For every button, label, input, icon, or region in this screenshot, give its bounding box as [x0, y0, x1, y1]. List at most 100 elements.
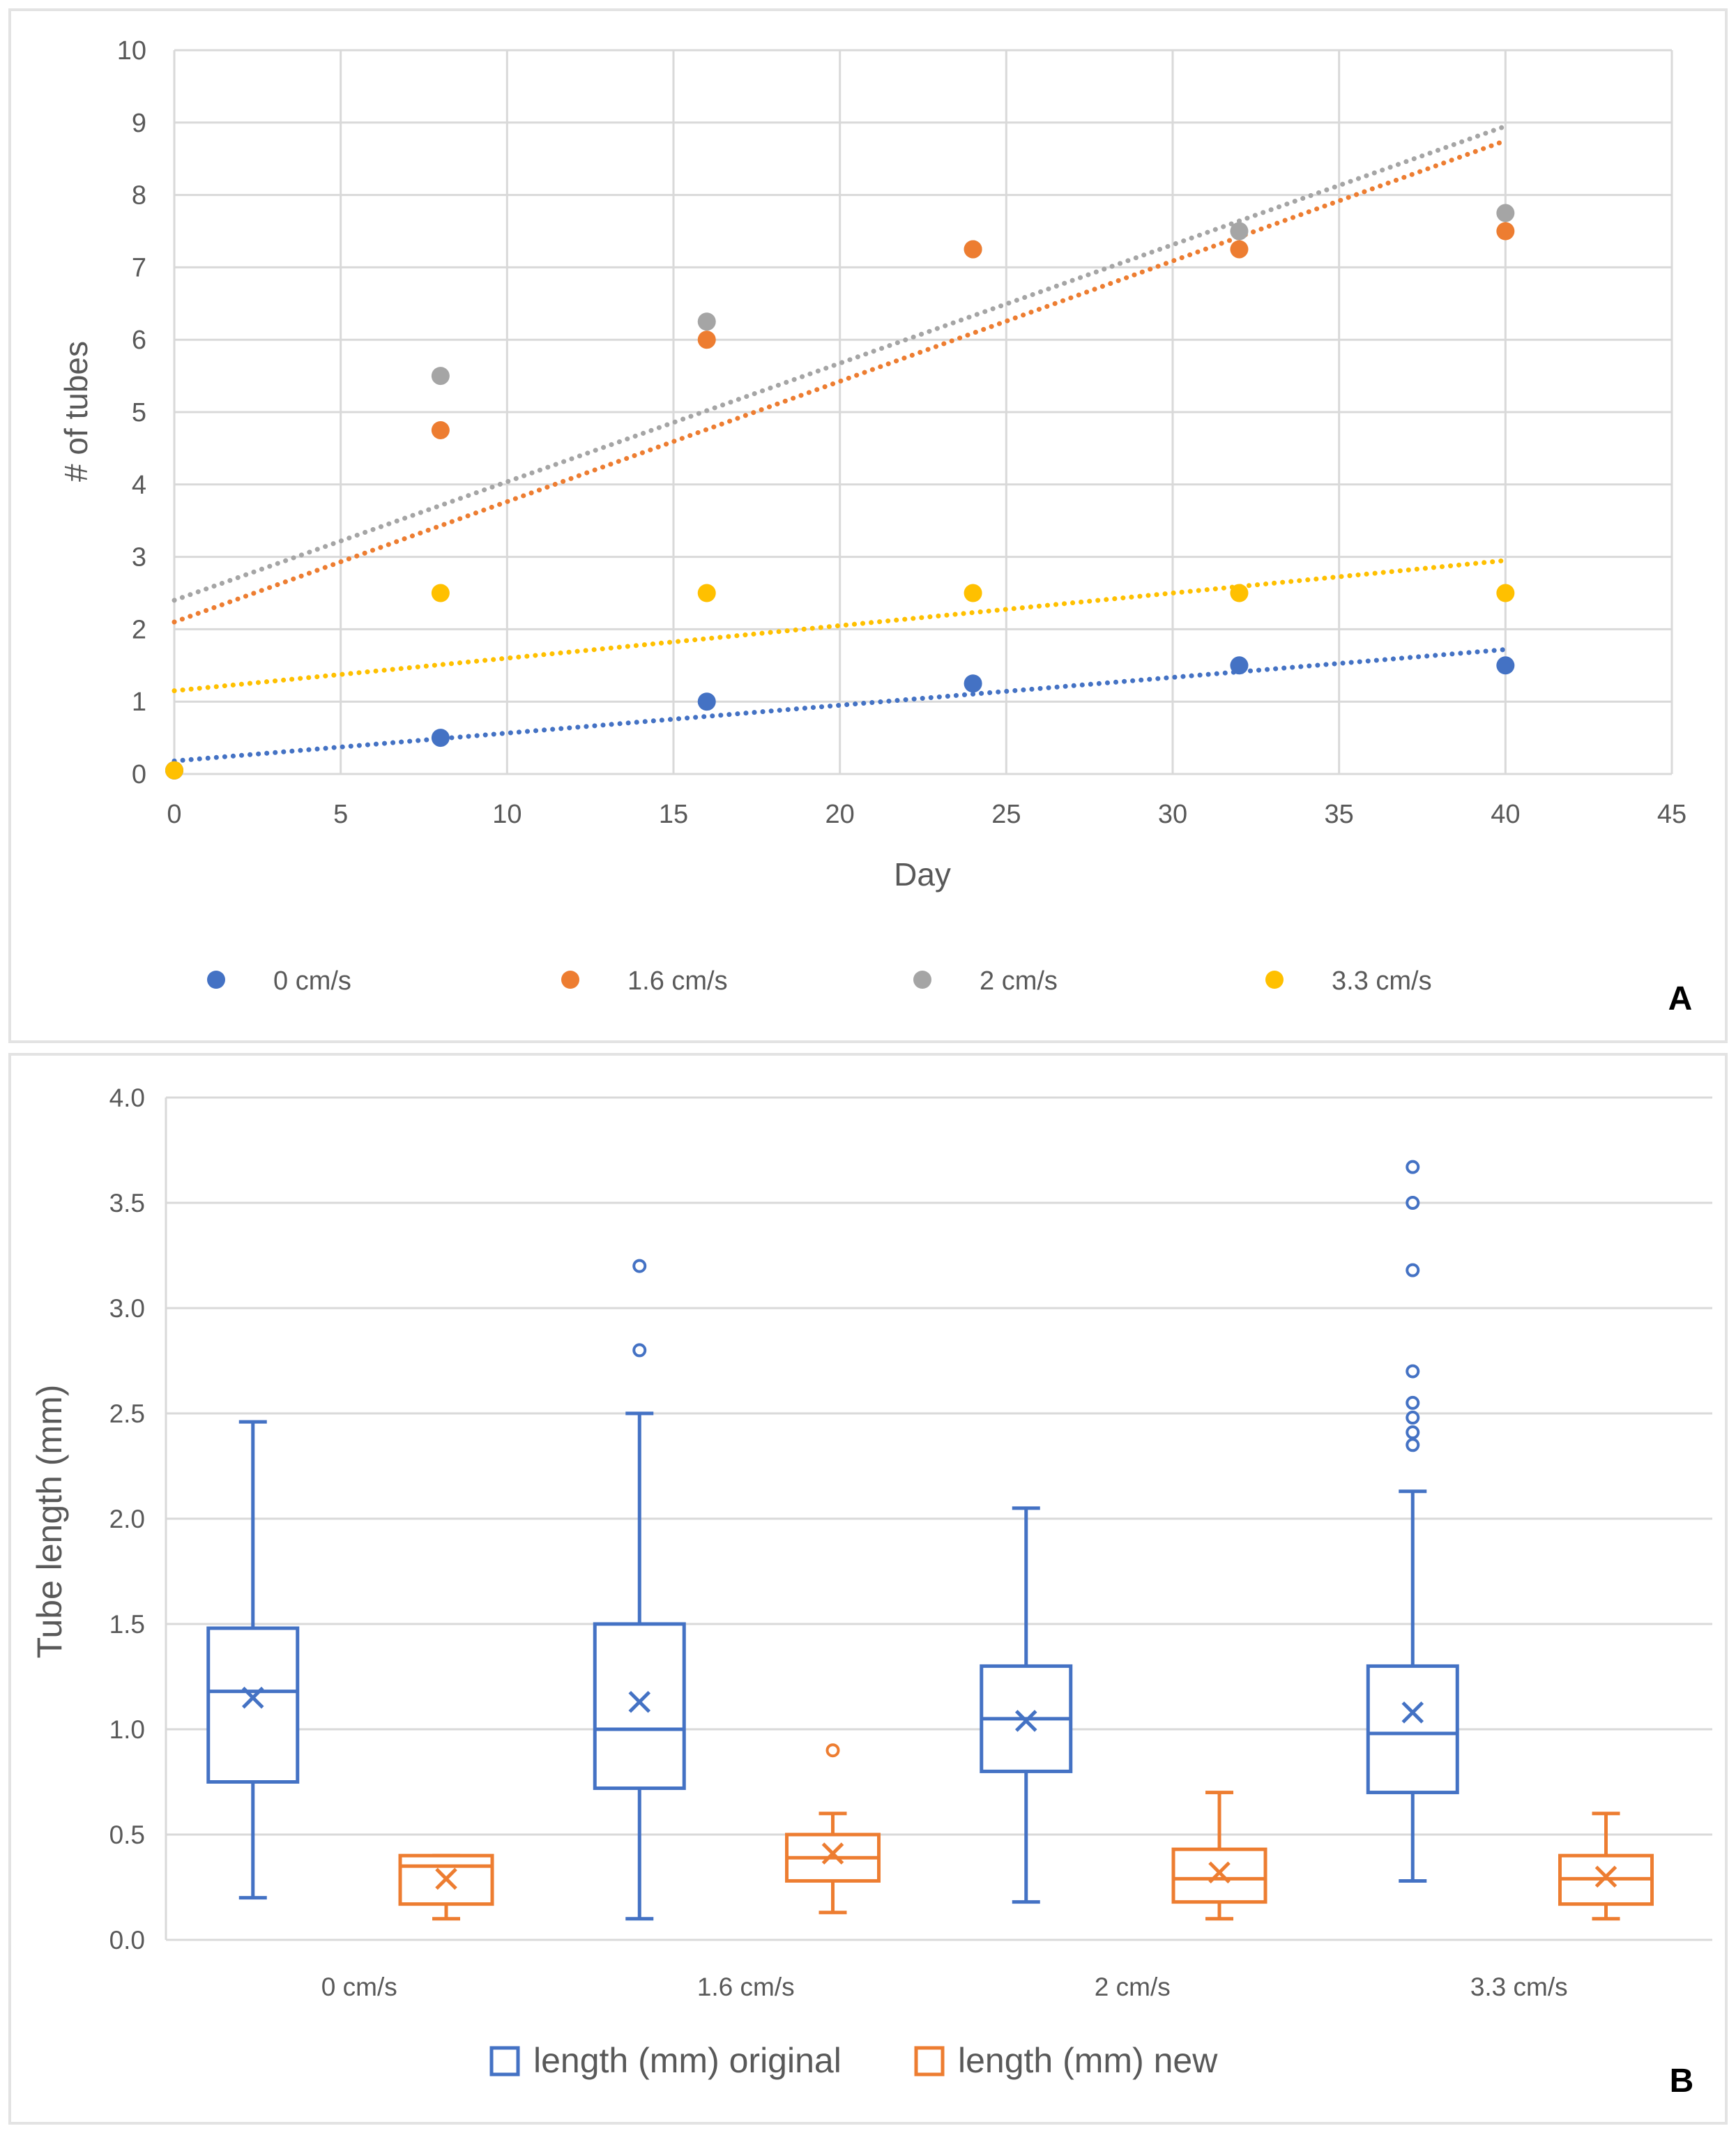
mean-marker: [1401, 1701, 1424, 1724]
chart-a-trendline: [172, 123, 1508, 603]
chart-a-trendline: [172, 558, 1508, 694]
chart-b-x-ticks: 0 cm/s 1.6 cm/s 2 cm/s 3.3 cm/s: [321, 1973, 1568, 2001]
chart-a-y-ticks: 0 1 2 3 4 5 6 7 8 9 10: [117, 36, 146, 789]
chart-a-y-tick-label: 7: [132, 253, 146, 282]
chart-a-y-tick-label: 3: [132, 543, 146, 572]
chart-a-x-tick-label: 40: [1491, 800, 1520, 829]
chart-a-data-point: [431, 420, 450, 439]
chart-a-legend-item: 3.3 cm/s: [1265, 966, 1432, 996]
chart-a-legend-item: 0 cm/s: [207, 966, 351, 996]
box-plot: [206, 1420, 300, 1900]
chart-a-y-axis-label: # of tubes: [58, 341, 94, 482]
chart-b-gridlines: [165, 1096, 1712, 1941]
chart-a-data-point: [1230, 222, 1249, 241]
chart-a-x-tick-label: 45: [1657, 800, 1686, 829]
chart-a-data-point: [431, 584, 450, 602]
box-iqr: [1171, 1847, 1267, 1904]
box-plot: [1171, 1791, 1267, 1921]
outlier-point: [1406, 1160, 1420, 1174]
chart-a-legend-item: 1.6 cm/s: [561, 966, 728, 996]
chart-b-y-axis-label: Tube length (mm): [30, 1385, 69, 1659]
chart-a-legend: 0 cm/s 1.6 cm/s 2 cm/s 3.3 cm/s: [207, 966, 1432, 996]
chart-a-x-tick-label: 25: [991, 800, 1021, 829]
panel-a-label: A: [1668, 980, 1693, 1017]
legend-marker: [489, 2046, 520, 2077]
chart-b-y-tick-label: 0.0: [109, 1926, 145, 1954]
chart-a-x-tick-label: 0: [167, 800, 181, 829]
chart-a-trendlines: [172, 123, 1508, 764]
chart-a-legend-item: 2 cm/s: [913, 966, 1058, 996]
chart-a-y-tick-label: 0: [132, 760, 146, 789]
box-plot: [1366, 1160, 1459, 1883]
chart-a-data-point: [964, 674, 982, 693]
outlier-point: [632, 1259, 647, 1273]
chart-a-y-tick-label: 1: [132, 688, 146, 717]
chart-a-trendline: [172, 646, 1508, 764]
mean-marker: [1594, 1865, 1617, 1888]
chart-b-legend: length (mm) original length (mm) new: [489, 2041, 1218, 2080]
chart-a-x-axis-label: Day: [894, 856, 951, 893]
chart-a-data-point: [431, 729, 450, 747]
chart-a-data-point: [1496, 204, 1515, 222]
outlier-point: [1406, 1438, 1420, 1452]
chart-b-x-tick-label: 0 cm/s: [321, 1973, 397, 2001]
panel-b: [8, 1053, 1728, 2125]
chart-b-y-tick-label: 3.5: [109, 1189, 145, 1217]
box-plot: [398, 1853, 494, 1921]
legend-marker: [561, 971, 579, 989]
chart-a-data-point: [165, 761, 183, 780]
mean-marker: [435, 1867, 457, 1890]
outlier-point: [1406, 1196, 1420, 1210]
chart-b-y-tick-label: 2.0: [109, 1505, 145, 1533]
chart-a-data-point: [1496, 584, 1515, 602]
outlier-point: [1406, 1425, 1420, 1440]
box-plot: [980, 1506, 1073, 1904]
chart-a-data-point: [1496, 222, 1515, 241]
chart-a-points: [165, 204, 1515, 780]
box-chart-b: 0.0 0.5 1.0 1.5 2.0 2.5 3.0 3.5 4.0 0 cm/s 1.6 cm…: [30, 1084, 1712, 2100]
chart-b-y-tick-label: 2.5: [109, 1399, 145, 1428]
chart-a-y-tick-label: 9: [132, 109, 146, 138]
legend-label: length (mm) new: [958, 2041, 1218, 2080]
chart-a-data-point: [1230, 656, 1249, 675]
outlier-point: [1406, 1364, 1420, 1379]
mean-marker: [1014, 1710, 1037, 1732]
legend-marker: [914, 2046, 945, 2077]
chart-a-data-point: [431, 367, 450, 386]
chart-a-gridlines: [173, 49, 1673, 775]
chart-a-y-tick-label: 5: [132, 398, 146, 427]
chart-b-boxes: [206, 1160, 1654, 1921]
chart-a-x-ticks: 0 5 10 15 20 25 30 35 40 45: [167, 800, 1686, 829]
box-iqr: [206, 1626, 300, 1784]
chart-b-y-tick-label: 4.0: [109, 1084, 145, 1112]
chart-b-y-tick-label: 1.0: [109, 1715, 145, 1744]
chart-b-legend-item: length (mm) new: [914, 2041, 1218, 2080]
legend-marker: [913, 971, 931, 989]
box-plot: [1558, 1812, 1654, 1921]
box-plot: [593, 1259, 686, 1921]
chart-b-y-tick-label: 3.0: [109, 1294, 145, 1323]
legend-label: 3.3 cm/s: [1332, 966, 1432, 996]
chart-a-data-point: [1496, 656, 1515, 675]
chart-b-x-tick-label: 1.6 cm/s: [697, 1973, 795, 2001]
chart-a-data-point: [964, 240, 982, 259]
chart-b-x-tick-label: 2 cm/s: [1095, 1973, 1171, 2001]
chart-a-data-point: [697, 312, 716, 331]
chart-a-data-point: [697, 584, 716, 602]
chart-a-x-tick-label: 30: [1158, 800, 1187, 829]
box-iqr: [1366, 1664, 1459, 1795]
outlier-point: [1406, 1395, 1420, 1410]
mean-marker: [241, 1686, 264, 1709]
legend-marker: [1265, 971, 1284, 989]
legend-label: length (mm) original: [533, 2041, 842, 2080]
chart-b-y-tick-label: 1.5: [109, 1610, 145, 1639]
chart-a-data-point: [964, 584, 982, 602]
chart-a-y-tick-label: 10: [117, 36, 146, 66]
chart-a-trendline: [172, 138, 1508, 625]
chart-a-data-point: [697, 331, 716, 349]
box-plot: [785, 1743, 881, 1915]
panel-a: [8, 8, 1728, 1043]
legend-marker: [207, 971, 225, 989]
chart-a-y-tick-label: 2: [132, 615, 146, 644]
